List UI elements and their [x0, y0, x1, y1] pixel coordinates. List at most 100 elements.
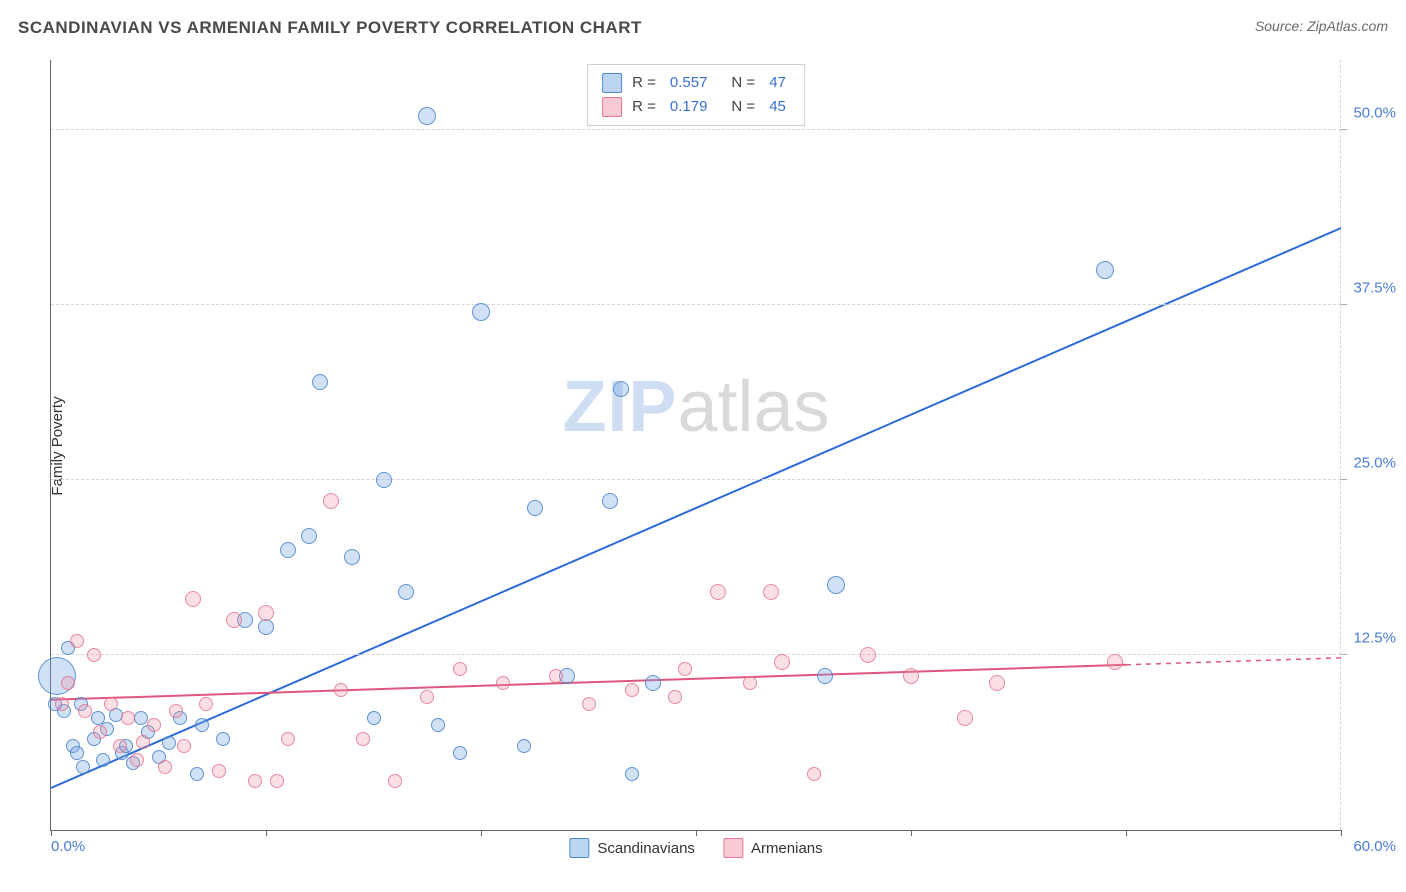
data-point-armenians [860, 647, 876, 663]
data-point-armenians [121, 711, 135, 725]
legend-item-scandinavians: Scandinavians [569, 838, 695, 858]
data-point-armenians [258, 605, 274, 621]
x-tick-mark [696, 830, 697, 836]
data-point-scandinavians [453, 746, 467, 760]
data-point-armenians [177, 739, 191, 753]
data-point-scandinavians [344, 549, 360, 565]
source-name: ZipAtlas.com [1307, 18, 1388, 34]
stat-n-value-scand: 47 [765, 71, 790, 95]
x-tick-mark [481, 830, 482, 836]
data-point-armenians [169, 704, 183, 718]
x-axis-min-label: 0.0% [51, 838, 85, 855]
y-tick-mark [1341, 654, 1347, 655]
y-tick-label: 25.0% [1353, 455, 1396, 472]
stat-r-label: R = [632, 71, 656, 95]
data-point-scandinavians [517, 739, 531, 753]
gridline [51, 654, 1341, 655]
data-point-armenians [957, 710, 973, 726]
data-point-armenians [61, 676, 75, 690]
data-point-scandinavians [76, 760, 90, 774]
data-point-scandinavians [1096, 261, 1114, 279]
stat-n-value-arm: 45 [765, 95, 790, 119]
watermark-atlas: atlas [677, 367, 829, 447]
x-tick-mark [266, 830, 267, 836]
data-point-scandinavians [280, 542, 296, 558]
stat-r-value-scand: 0.557 [666, 71, 712, 95]
stats-legend-box: R = 0.557 N = 47 R = 0.179 N = 45 [587, 64, 805, 126]
data-point-armenians [710, 584, 726, 600]
stat-r-value-arm: 0.179 [666, 95, 712, 119]
watermark: ZIPatlas [562, 366, 829, 448]
stat-r-label: R = [632, 95, 656, 119]
x-tick-mark [1341, 830, 1342, 836]
data-point-armenians [989, 675, 1005, 691]
data-point-armenians [281, 732, 295, 746]
data-point-scandinavians [827, 576, 845, 594]
data-point-scandinavians [312, 374, 328, 390]
data-point-scandinavians [367, 711, 381, 725]
gridline [51, 304, 1341, 305]
data-point-scandinavians [216, 732, 230, 746]
data-point-armenians [453, 662, 467, 676]
data-point-armenians [743, 676, 757, 690]
data-point-armenians [185, 591, 201, 607]
x-axis-max-label: 60.0% [1353, 838, 1396, 855]
x-tick-mark [911, 830, 912, 836]
y-tick-mark [1341, 304, 1347, 305]
data-point-armenians [55, 697, 69, 711]
data-point-armenians [212, 764, 226, 778]
data-point-armenians [388, 774, 402, 788]
trendline-dashed-armenians [1126, 658, 1341, 665]
data-point-scandinavians [376, 472, 392, 488]
data-point-armenians [136, 735, 150, 749]
data-point-armenians [582, 697, 596, 711]
data-point-armenians [763, 584, 779, 600]
data-point-armenians [226, 612, 242, 628]
data-point-scandinavians [613, 381, 629, 397]
y-tick-label: 50.0% [1353, 105, 1396, 122]
data-point-scandinavians [602, 493, 618, 509]
data-point-scandinavians [418, 107, 436, 125]
swatch-blue-icon [569, 838, 589, 858]
data-point-armenians [549, 669, 563, 683]
data-point-armenians [807, 767, 821, 781]
data-point-scandinavians [645, 675, 661, 691]
data-point-armenians [113, 739, 127, 753]
y-tick-label: 37.5% [1353, 280, 1396, 297]
stats-row-scandinavians: R = 0.557 N = 47 [602, 71, 790, 95]
data-point-armenians [625, 683, 639, 697]
y-tick-mark [1341, 129, 1347, 130]
data-point-scandinavians [472, 303, 490, 321]
data-point-scandinavians [190, 767, 204, 781]
data-point-scandinavians [625, 767, 639, 781]
legend-item-armenians: Armenians [723, 838, 823, 858]
data-point-scandinavians [70, 746, 84, 760]
data-point-armenians [334, 683, 348, 697]
data-point-armenians [356, 732, 370, 746]
data-point-scandinavians [817, 668, 833, 684]
trendline-scandinavians [51, 228, 1341, 788]
data-point-armenians [678, 662, 692, 676]
plot-area: ZIPatlas R = 0.557 N = 47 R = 0.179 N = … [50, 60, 1341, 831]
data-point-armenians [496, 676, 510, 690]
data-point-scandinavians [134, 711, 148, 725]
trendline-armenians [51, 665, 1126, 700]
data-point-scandinavians [258, 619, 274, 635]
legend-label-arm: Armenians [751, 840, 823, 857]
stat-n-label: N = [731, 95, 755, 119]
data-point-armenians [87, 648, 101, 662]
data-point-armenians [78, 704, 92, 718]
data-point-scandinavians [398, 584, 414, 600]
y-tick-label: 12.5% [1353, 630, 1396, 647]
gridline [51, 129, 1341, 130]
y-tick-mark [1341, 479, 1347, 480]
chart-container: SCANDINAVIAN VS ARMENIAN FAMILY POVERTY … [0, 0, 1406, 892]
data-point-armenians [270, 774, 284, 788]
data-point-armenians [130, 753, 144, 767]
data-point-armenians [147, 718, 161, 732]
x-tick-mark [51, 830, 52, 836]
watermark-zip: ZIP [562, 367, 677, 447]
data-point-armenians [903, 668, 919, 684]
legend-label-scand: Scandinavians [597, 840, 695, 857]
plot-right-border [1340, 60, 1341, 830]
